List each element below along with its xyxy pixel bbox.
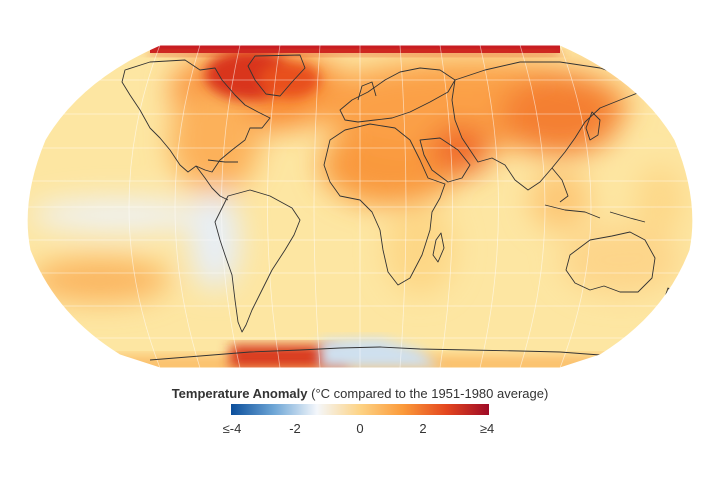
tick-label-pos2: 2 <box>419 421 427 436</box>
world-anomaly-map <box>26 44 694 369</box>
tick-label-neg2: -2 <box>289 421 301 436</box>
tick-label-max: ≥4 <box>479 421 495 436</box>
coastlines <box>121 54 677 361</box>
globe-outline <box>26 44 694 369</box>
temperature-legend: Temperature Anomaly (°C compared to the … <box>0 386 720 446</box>
legend-title-bold: Temperature Anomaly <box>171 386 308 401</box>
legend-title-rest: (°C compared to the 1951-1980 average) <box>307 386 549 401</box>
graticule <box>27 45 693 368</box>
legend-title: Temperature Anomaly (°C compared to the … <box>0 386 720 401</box>
tick-label-zero: 0 <box>356 421 364 436</box>
tick-label-min: ≤-4 <box>222 421 242 436</box>
anomaly-field <box>27 45 693 368</box>
colorbar <box>231 404 489 415</box>
